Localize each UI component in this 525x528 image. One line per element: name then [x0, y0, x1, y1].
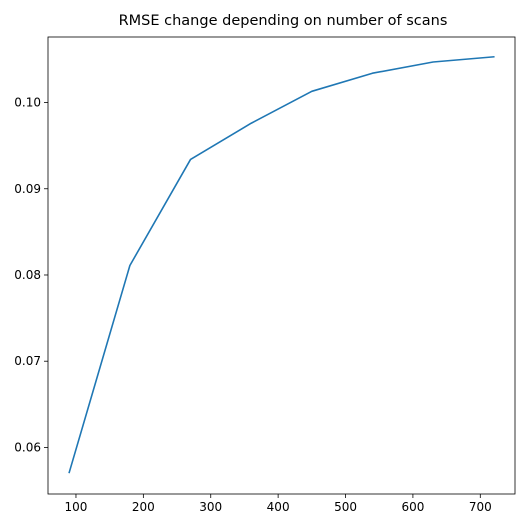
x-tick-label: 100: [65, 500, 88, 514]
y-tick-label: 0.09: [14, 182, 41, 196]
y-tick-label: 0.10: [14, 96, 41, 110]
x-tick-label: 300: [199, 500, 222, 514]
x-axis: 100 200 300 400 500 600 700: [65, 494, 492, 514]
series-line: [68, 55, 495, 474]
plot-frame: [47, 36, 516, 495]
y-axis: 0.06 0.07 0.08 0.09 0.10: [14, 96, 48, 454]
y-tick-label: 0.06: [14, 440, 41, 454]
y-tick-label: 0.08: [14, 268, 41, 282]
chart-title: RMSE change depending on number of scans: [119, 13, 448, 29]
plot-series: [68, 55, 495, 474]
x-tick-label: 600: [401, 500, 424, 514]
x-tick-label: 200: [132, 500, 155, 514]
x-tick-label: 700: [469, 500, 492, 514]
x-tick-label: 400: [267, 500, 290, 514]
y-tick-label: 0.07: [14, 354, 41, 368]
x-tick-label: 500: [334, 500, 357, 514]
